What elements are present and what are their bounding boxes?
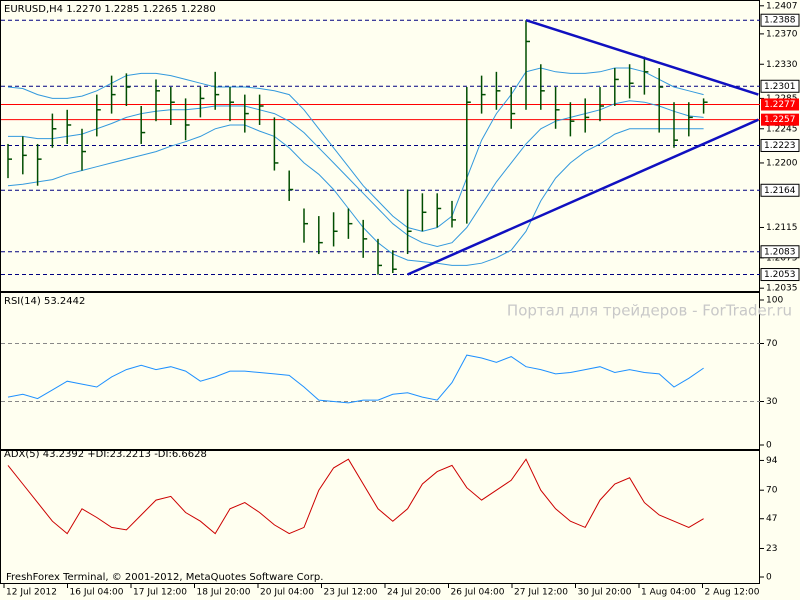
x-tick-label: 26 Jul 04:00 <box>451 588 505 598</box>
y-tick-label: 1.2370 <box>766 29 798 39</box>
y-tick-label: 30 <box>766 397 778 407</box>
red-level-box <box>761 98 799 111</box>
footer: FreshForex Terminal, © 2001-2012, MetaQu… <box>6 572 323 583</box>
level-label: 1.2053 <box>764 270 796 280</box>
y-tick-label: 0 <box>766 573 772 583</box>
level-label: 1.2388 <box>764 16 796 26</box>
y-tick-label: 23 <box>766 544 777 554</box>
y-tick-label: 100 <box>766 296 783 306</box>
adx-panel <box>0 450 760 584</box>
y-tick-label: 47 <box>766 514 777 524</box>
indicator-line <box>7 458 704 535</box>
x-tick-label: 12 Jul 2012 <box>6 588 57 598</box>
y-tick-label: 1.2115 <box>766 223 798 233</box>
y-tick-label: 1.2245 <box>766 124 798 134</box>
level-box <box>760 268 800 282</box>
indicator-line <box>8 100 704 248</box>
y-tick-label: 70 <box>766 339 778 349</box>
x-tick-label: 20 Jul 04:00 <box>260 588 314 598</box>
panel-title: RSI(14) 53.2442 <box>4 296 85 307</box>
y-tick-label: 1.2200 <box>766 158 798 168</box>
red-level-label: 1.2257 <box>764 115 796 125</box>
rsi-panel <box>0 292 760 450</box>
level-label: 1.2223 <box>764 141 796 151</box>
trend-line <box>407 118 759 276</box>
panel-title: ADX(5) 43.2392 +DI:23.2213 -DI:6.6628 <box>4 449 207 460</box>
level-label: 1.2164 <box>764 186 796 196</box>
level-box <box>760 13 800 27</box>
level-box <box>760 183 800 197</box>
x-tick-label: 2 Aug 12:00 <box>705 588 760 598</box>
y-tick-label: 0 <box>766 441 772 451</box>
watermark: Портал для трейдеров - ForTrader.ru <box>507 302 792 320</box>
level-label: 1.2301 <box>764 82 796 92</box>
y-tick-label: 1.2330 <box>766 60 798 70</box>
trend-line <box>525 19 759 96</box>
x-tick-label: 23 Jul 12:00 <box>324 588 378 598</box>
indicator-line <box>7 67 704 232</box>
indicator-line <box>7 124 704 266</box>
level-box <box>760 245 800 259</box>
red-level-box <box>761 113 799 126</box>
y-tick-label: 70 <box>766 486 778 496</box>
y-tick-label: 1.2407 <box>766 1 798 11</box>
x-tick-label: 17 Jul 12:00 <box>133 588 187 598</box>
y-tick-label: 94 <box>766 456 778 466</box>
y-tick-label: 1.2035 <box>766 284 798 294</box>
level-label: 1.2083 <box>764 247 796 257</box>
level-box <box>760 138 800 152</box>
price-panel <box>0 0 760 292</box>
x-tick-label: 24 Jul 20:00 <box>387 588 441 598</box>
red-level-label: 1.2277 <box>764 100 796 110</box>
y-tick-label: 1.2075 <box>766 253 798 263</box>
x-tick-label: 18 Jul 20:00 <box>197 588 251 598</box>
x-tick-label: 27 Jul 12:00 <box>514 588 568 598</box>
x-tick-label: 30 Jul 20:00 <box>578 588 632 598</box>
panel-title: EURUSD,H4 1.2270 1.2285 1.2265 1.2280 <box>4 4 216 15</box>
x-tick-label: 16 Jul 04:00 <box>70 588 124 598</box>
indicator-line <box>7 354 704 404</box>
x-tick-label: 1 Aug 04:00 <box>641 588 696 598</box>
level-box <box>760 79 800 93</box>
